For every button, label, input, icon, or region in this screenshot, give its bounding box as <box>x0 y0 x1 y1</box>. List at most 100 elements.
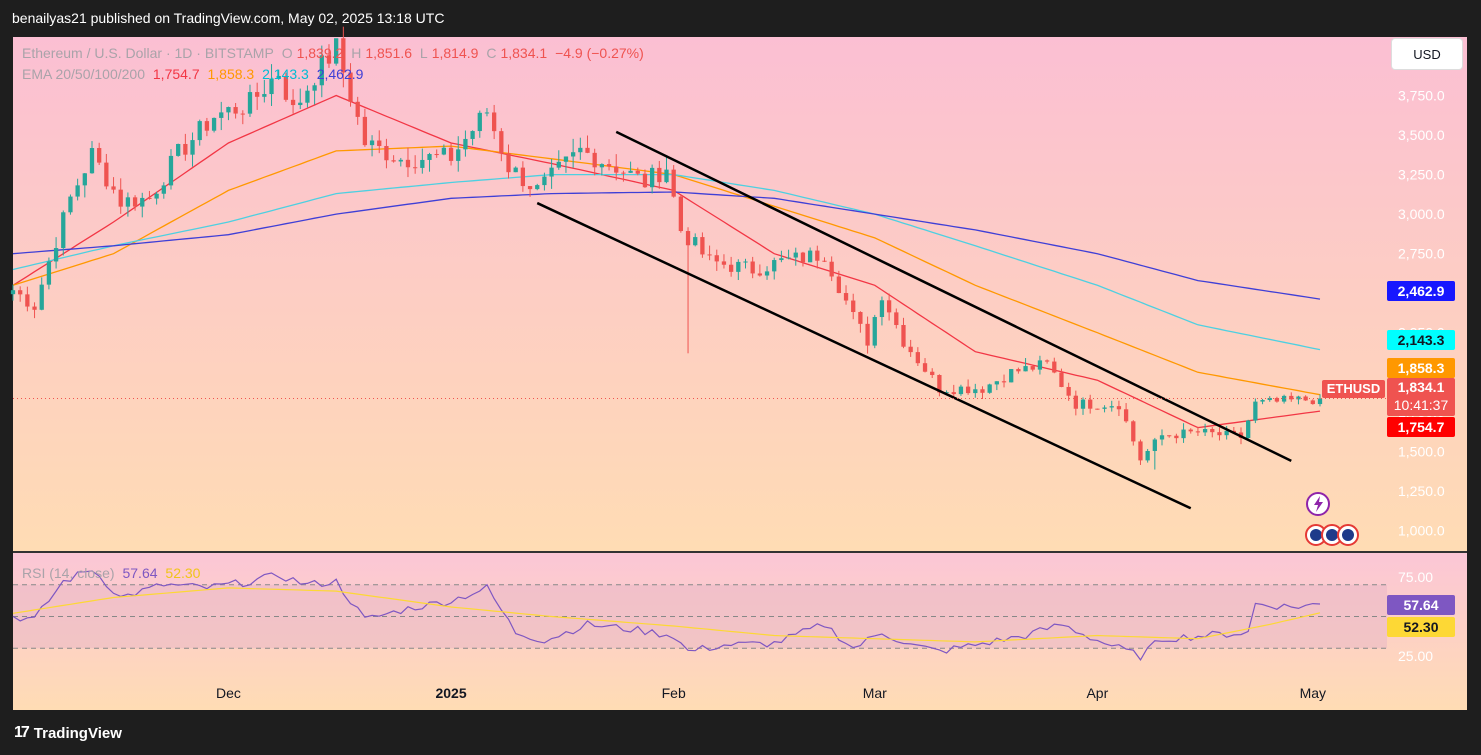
candle-body <box>944 392 949 394</box>
candle-body <box>1102 407 1107 409</box>
candle-body <box>829 261 834 277</box>
price-axis-label: 3,250.0 <box>1398 167 1445 183</box>
candle-body <box>951 392 956 395</box>
candle-body <box>233 107 238 114</box>
rsi-legend: RSI (14, close) 57.64 52.30 <box>22 565 204 581</box>
rsi-label: RSI (14, close) <box>22 565 115 581</box>
candle-body <box>1030 366 1035 370</box>
candle-body <box>140 197 145 207</box>
currency-button[interactable]: USD <box>1391 38 1463 70</box>
candle-body <box>614 166 619 173</box>
candle-body <box>1131 421 1136 442</box>
candle-body <box>10 290 16 295</box>
candle-body <box>111 186 116 190</box>
bar-countdown: 10:41:37 <box>1393 397 1449 413</box>
candle-body <box>190 140 195 155</box>
candle-body <box>800 252 806 263</box>
rsi-ma-price-tag: 52.30 <box>1387 617 1455 637</box>
candle-body <box>879 300 885 318</box>
candle-body <box>764 271 770 276</box>
candle-body <box>319 55 324 86</box>
ema-legend: EMA 20/50/100/200 1,754.7 1,858.3 2,143.… <box>22 66 367 82</box>
candle-body <box>1289 395 1294 400</box>
candle-body <box>1009 369 1014 383</box>
candle-body <box>513 167 518 173</box>
candle-body <box>247 92 253 114</box>
open-value: 1,839.2 <box>296 45 344 61</box>
tradingview-logo[interactable]: 17 TradingView <box>14 724 122 742</box>
candle-body <box>1224 430 1229 436</box>
price-axis-label: 3,000.0 <box>1398 206 1445 222</box>
candle-body <box>757 273 762 276</box>
candle-body <box>456 149 461 161</box>
candle-body <box>542 176 547 186</box>
candle-body <box>535 185 540 190</box>
candle-body <box>671 169 676 197</box>
ema50-price-tag: 1,858.3 <box>1387 358 1455 378</box>
candle-body <box>1044 360 1050 362</box>
candle-body <box>240 113 245 115</box>
candle-body <box>1152 439 1157 451</box>
price-axis-label: 1,500.0 <box>1398 443 1445 459</box>
price-axis-label: 1,250.0 <box>1398 483 1445 499</box>
open-label: O <box>281 45 293 61</box>
candle-body <box>721 261 727 265</box>
candle-body <box>1310 400 1315 405</box>
candle-body <box>25 294 30 307</box>
candle-body <box>1037 360 1043 370</box>
candle-body <box>470 131 475 139</box>
candle-body <box>262 94 267 97</box>
candle-body <box>1073 395 1078 409</box>
candle-body <box>255 92 260 97</box>
candle-body <box>728 264 734 272</box>
candle-body <box>39 284 44 310</box>
ema200-price-tag: 2,462.9 <box>1387 281 1455 301</box>
rsi-price-tag: 57.64 <box>1387 595 1455 615</box>
candle-body <box>563 156 569 162</box>
price-axis-label: 3,500.0 <box>1398 127 1445 143</box>
candle-body <box>211 117 217 131</box>
candle-body <box>1109 406 1114 408</box>
candle-body <box>125 197 131 207</box>
candle-body <box>786 257 791 259</box>
candle-body <box>104 162 109 187</box>
candle-body <box>427 154 432 160</box>
trend-line <box>615 130 1292 462</box>
symbol-title: Ethereum / U.S. Dollar · 1D · BITSTAMP <box>22 45 274 61</box>
candle-body <box>18 290 23 295</box>
candle-body <box>1246 420 1251 438</box>
candle-body <box>1210 429 1215 433</box>
candle-body <box>858 312 863 324</box>
candle-body <box>183 143 188 155</box>
candle-body <box>707 254 712 256</box>
candle-body <box>750 261 755 274</box>
candle-body <box>355 101 360 117</box>
price-axis-label: 2,750.0 <box>1398 246 1445 262</box>
candle-body <box>161 185 166 194</box>
candle-body <box>312 85 317 91</box>
candle-body <box>168 155 174 186</box>
tradingview-logo-icon: 17 <box>14 724 30 741</box>
candle-body <box>226 107 231 113</box>
ticker-tag: ETHUSD <box>1322 380 1385 398</box>
candle-body <box>987 384 992 393</box>
low-label: L <box>419 45 428 61</box>
candle-body <box>405 159 411 168</box>
candle-body <box>779 258 784 261</box>
candle-body <box>463 138 468 150</box>
candle-body <box>305 90 310 103</box>
candle-body <box>549 167 554 177</box>
ema100-value: 2,143.3 <box>262 66 309 82</box>
candle-body <box>886 300 892 313</box>
candle-body <box>176 143 181 156</box>
us-flag-event-icon[interactable] <box>1305 524 1359 546</box>
lightning-event-icon[interactable] <box>1306 492 1330 516</box>
candle-body <box>930 371 935 376</box>
candle-body <box>1281 395 1287 402</box>
candle-body <box>1217 432 1222 436</box>
change-value: −4.9 (−0.27%) <box>555 45 644 61</box>
high-value: 1,851.6 <box>365 45 413 61</box>
candle-body <box>341 38 346 73</box>
event-icons[interactable] <box>1300 488 1360 548</box>
